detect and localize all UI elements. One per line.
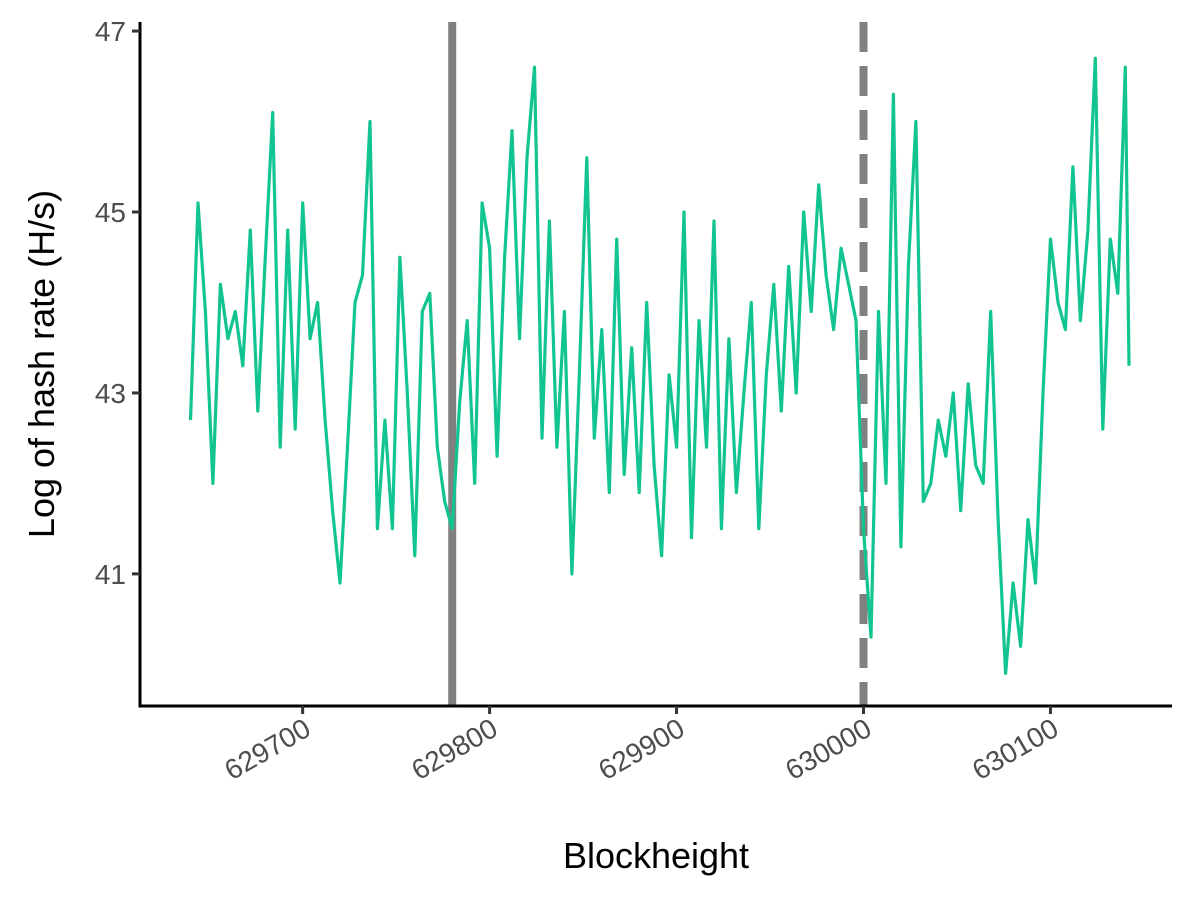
y-axis-title: Log of hash rate (H/s)	[21, 190, 62, 538]
x-tick-label: 629700	[219, 712, 315, 786]
x-tick-label: 629800	[406, 712, 502, 786]
x-tick-label: 630000	[780, 712, 876, 786]
y-tick-label: 41	[95, 559, 126, 590]
x-axis-title: Blockheight	[563, 835, 749, 876]
x-tick-label: 629900	[593, 712, 689, 786]
y-tick-label: 47	[95, 16, 126, 47]
x-tick-label: 630100	[967, 712, 1063, 786]
y-tick-label: 45	[95, 197, 126, 228]
y-tick-label: 43	[95, 378, 126, 409]
data-line	[188, 56, 1131, 675]
